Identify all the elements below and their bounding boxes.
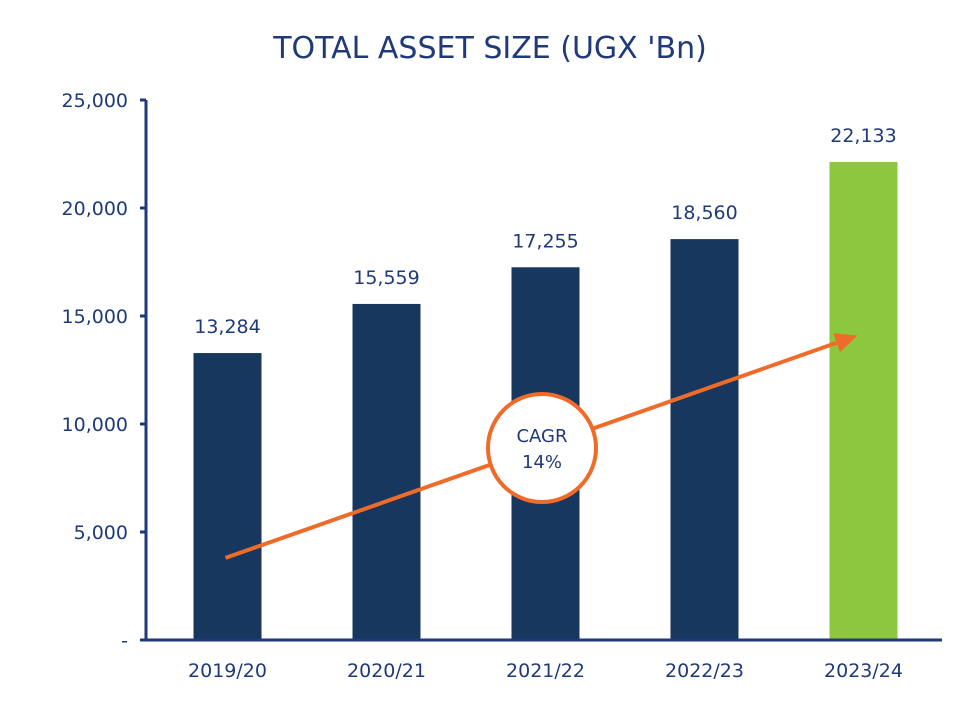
data-label-2023-24: 22,133 <box>830 125 896 147</box>
cagr-value: 14% <box>522 452 562 473</box>
tick-labels-layer: 2019/20 2020/21 2021/22 2022/23 2023/24 - 5,00… <box>62 90 903 682</box>
bar-2020-21 <box>352 303 421 640</box>
cagr-circle <box>486 392 598 504</box>
cagr-label: CAGR <box>516 426 567 447</box>
bar-2022-23 <box>670 239 739 640</box>
data-label-2020-21: 15,559 <box>353 267 419 289</box>
data-label-2022-23: 18,560 <box>671 202 737 224</box>
y-tick-label-5: 25,000 <box>62 90 128 112</box>
y-tick-label-2: 10,000 <box>62 414 128 436</box>
x-tick-2021-22: 2021/22 <box>506 660 585 682</box>
x-tick-2023-24: 2023/24 <box>824 660 903 682</box>
cagr-trend-arrowhead <box>833 333 858 353</box>
y-tick-label-1: 5,000 <box>74 522 128 544</box>
axes-layer <box>140 98 942 642</box>
cagr-trend-layer: CAGR 14% <box>224 333 858 560</box>
x-tick-2022-23: 2022/23 <box>665 660 744 682</box>
y-tick-label-3: 15,000 <box>62 306 128 328</box>
bars-layer <box>193 161 898 641</box>
y-tick-label-0: - <box>121 630 128 652</box>
data-labels-layer: 13,284 15,559 17,255 18,560 22,133 <box>194 125 896 338</box>
bar-2019-20 <box>193 353 262 640</box>
bar-2023-24 <box>829 161 898 641</box>
x-tick-2020-21: 2020/21 <box>347 660 426 682</box>
x-tick-2019-20: 2019/20 <box>188 660 267 682</box>
y-tick-label-4: 20,000 <box>62 198 128 220</box>
chart-title: TOTAL ASSET SIZE (UGX 'Bn) <box>272 31 707 66</box>
data-label-2019-20: 13,284 <box>194 316 260 338</box>
data-label-2021-22: 17,255 <box>512 230 578 252</box>
